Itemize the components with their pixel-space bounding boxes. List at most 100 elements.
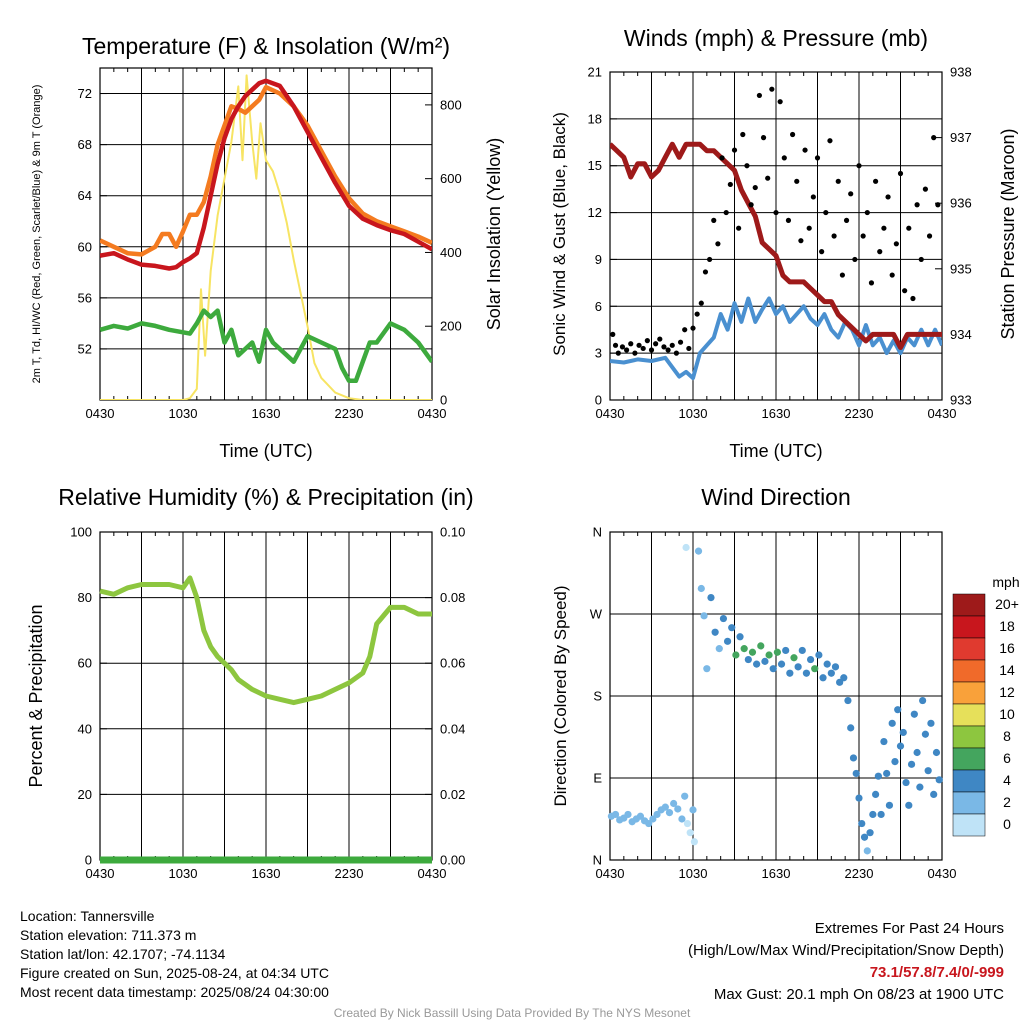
humidity-title: Relative Humidity (%) & Precipitation (i… bbox=[58, 484, 473, 510]
direction-point bbox=[753, 660, 761, 668]
direction-point bbox=[645, 819, 653, 828]
winds-gust-point bbox=[669, 342, 675, 348]
legend-title: mph bbox=[992, 574, 1019, 590]
direction-x-tick-label: 1030 bbox=[679, 866, 708, 881]
humidity-y2-tick-label: 0.00 bbox=[440, 853, 465, 868]
direction-point bbox=[700, 612, 708, 620]
temperature-y2-tick-label: 400 bbox=[440, 245, 462, 260]
direction-point bbox=[798, 646, 806, 655]
winds-gust-point bbox=[902, 288, 908, 294]
winds-gust-point bbox=[889, 272, 895, 278]
max-gust-text: Max Gust: 20.1 mph On 08/23 at 1900 UTC bbox=[713, 986, 1004, 1003]
humidity-x-tick-label: 1630 bbox=[252, 866, 281, 881]
winds-gust-point bbox=[748, 202, 754, 208]
direction-point bbox=[896, 742, 905, 750]
legend-label: 16 bbox=[999, 640, 1015, 656]
humidity-series-rh bbox=[99, 575, 432, 706]
direction-point bbox=[711, 628, 719, 636]
direction-point bbox=[836, 678, 844, 686]
legend-label: 8 bbox=[1003, 728, 1011, 744]
direction-point bbox=[907, 760, 916, 768]
direction-point bbox=[683, 819, 692, 828]
temperature-y2label: Solar Insolation (Yellow) bbox=[484, 138, 504, 330]
winds-gust-point bbox=[777, 99, 783, 105]
winds-gust-point bbox=[819, 249, 825, 255]
direction-point bbox=[852, 769, 860, 778]
direction-point bbox=[740, 645, 748, 653]
direction-point bbox=[811, 665, 819, 673]
direction-point bbox=[877, 810, 885, 819]
temperature-x-tick-label: 0430 bbox=[418, 406, 447, 421]
winds-x-tick-label: 1030 bbox=[679, 406, 708, 421]
direction-point bbox=[794, 663, 802, 671]
winds-gust-point bbox=[615, 350, 621, 356]
direction-point bbox=[872, 790, 880, 799]
legend-swatch bbox=[952, 769, 986, 793]
direction-point bbox=[715, 645, 723, 653]
direction-point bbox=[849, 754, 858, 762]
direction-point bbox=[690, 838, 698, 846]
humidity-y2-tick-label: 0.08 bbox=[440, 590, 465, 605]
winds-title: Winds (mph) & Pressure (mb) bbox=[624, 25, 928, 51]
temperature-y-tick-label: 64 bbox=[78, 188, 92, 203]
humidity-ylabel: Percent & Precipitation bbox=[26, 604, 46, 787]
direction-point bbox=[723, 637, 732, 645]
legend-swatch bbox=[952, 747, 986, 771]
direction-y-tick-label: E bbox=[593, 771, 602, 786]
direction-point bbox=[823, 660, 831, 668]
winds-gust-point bbox=[702, 269, 709, 275]
humidity-y2-tick-label: 0.10 bbox=[440, 525, 465, 540]
winds-gust-point bbox=[906, 225, 912, 231]
winds-y-tick-label: 15 bbox=[588, 158, 602, 173]
temperature-y-tick-label: 60 bbox=[78, 239, 92, 254]
direction-point bbox=[874, 772, 882, 780]
winds-y-tick-label: 12 bbox=[588, 205, 602, 220]
winds-gust-point bbox=[798, 238, 804, 244]
direction-point bbox=[773, 648, 781, 656]
direction-point bbox=[815, 651, 823, 659]
winds-y2-tick-label: 936 bbox=[950, 196, 972, 211]
direction-x-tick-label: 2230 bbox=[845, 866, 874, 881]
direction-y-tick-label: W bbox=[590, 607, 603, 622]
legend-swatch bbox=[952, 725, 986, 749]
station-info: Location: Tannersville Station elevation… bbox=[20, 907, 329, 1002]
temperature-y2-tick-label: 0 bbox=[440, 393, 447, 408]
direction-ylabel: Direction (Colored By Speed) bbox=[551, 585, 570, 806]
humidity-y2-tick-label: 0.04 bbox=[440, 721, 465, 736]
legend-label: 4 bbox=[1003, 772, 1011, 788]
legend-swatch bbox=[952, 637, 986, 661]
direction-point bbox=[790, 654, 798, 662]
winds-gust-point bbox=[744, 163, 750, 169]
direction-point bbox=[885, 801, 894, 809]
credit-text: Created By Nick Bassill Using Data Provi… bbox=[333, 1006, 691, 1020]
winds-gust-point bbox=[885, 194, 891, 200]
winds-gust-point bbox=[731, 147, 738, 153]
temperature-y2-tick-label: 600 bbox=[440, 171, 462, 186]
temperature-y-tick-label: 72 bbox=[78, 86, 92, 101]
legend-swatch bbox=[952, 615, 986, 639]
direction-point bbox=[847, 724, 855, 732]
direction-point bbox=[757, 642, 765, 650]
winds-gust-point bbox=[922, 186, 929, 192]
extremes-panel: Extremes For Past 24 Hours (High/Low/Max… bbox=[688, 918, 1004, 1006]
winds-gust-point bbox=[628, 341, 634, 347]
direction-point bbox=[694, 547, 703, 555]
direction-point bbox=[910, 710, 918, 718]
winds-gust-point bbox=[653, 341, 659, 347]
location-text: Location: Tannersville bbox=[20, 908, 155, 924]
legend-label: 14 bbox=[999, 662, 1015, 678]
created-text: Figure created on Sun, 2025-08-24, at 04… bbox=[20, 965, 329, 981]
temperature-series-solar-insolation bbox=[100, 74, 432, 400]
humidity-y-tick-label: 80 bbox=[78, 590, 92, 605]
winds-gust-point bbox=[931, 135, 937, 141]
winds-gust-point bbox=[624, 347, 630, 353]
humidity-x-tick-label: 0430 bbox=[86, 866, 115, 881]
winds-y-tick-label: 6 bbox=[595, 299, 602, 314]
winds-gust-point bbox=[665, 347, 671, 353]
direction-point bbox=[883, 769, 891, 778]
winds-y2-tick-label: 934 bbox=[950, 327, 972, 342]
winds-gust-point bbox=[827, 138, 833, 144]
winds-gust-point bbox=[752, 184, 758, 191]
winds-gust-point bbox=[852, 256, 858, 263]
